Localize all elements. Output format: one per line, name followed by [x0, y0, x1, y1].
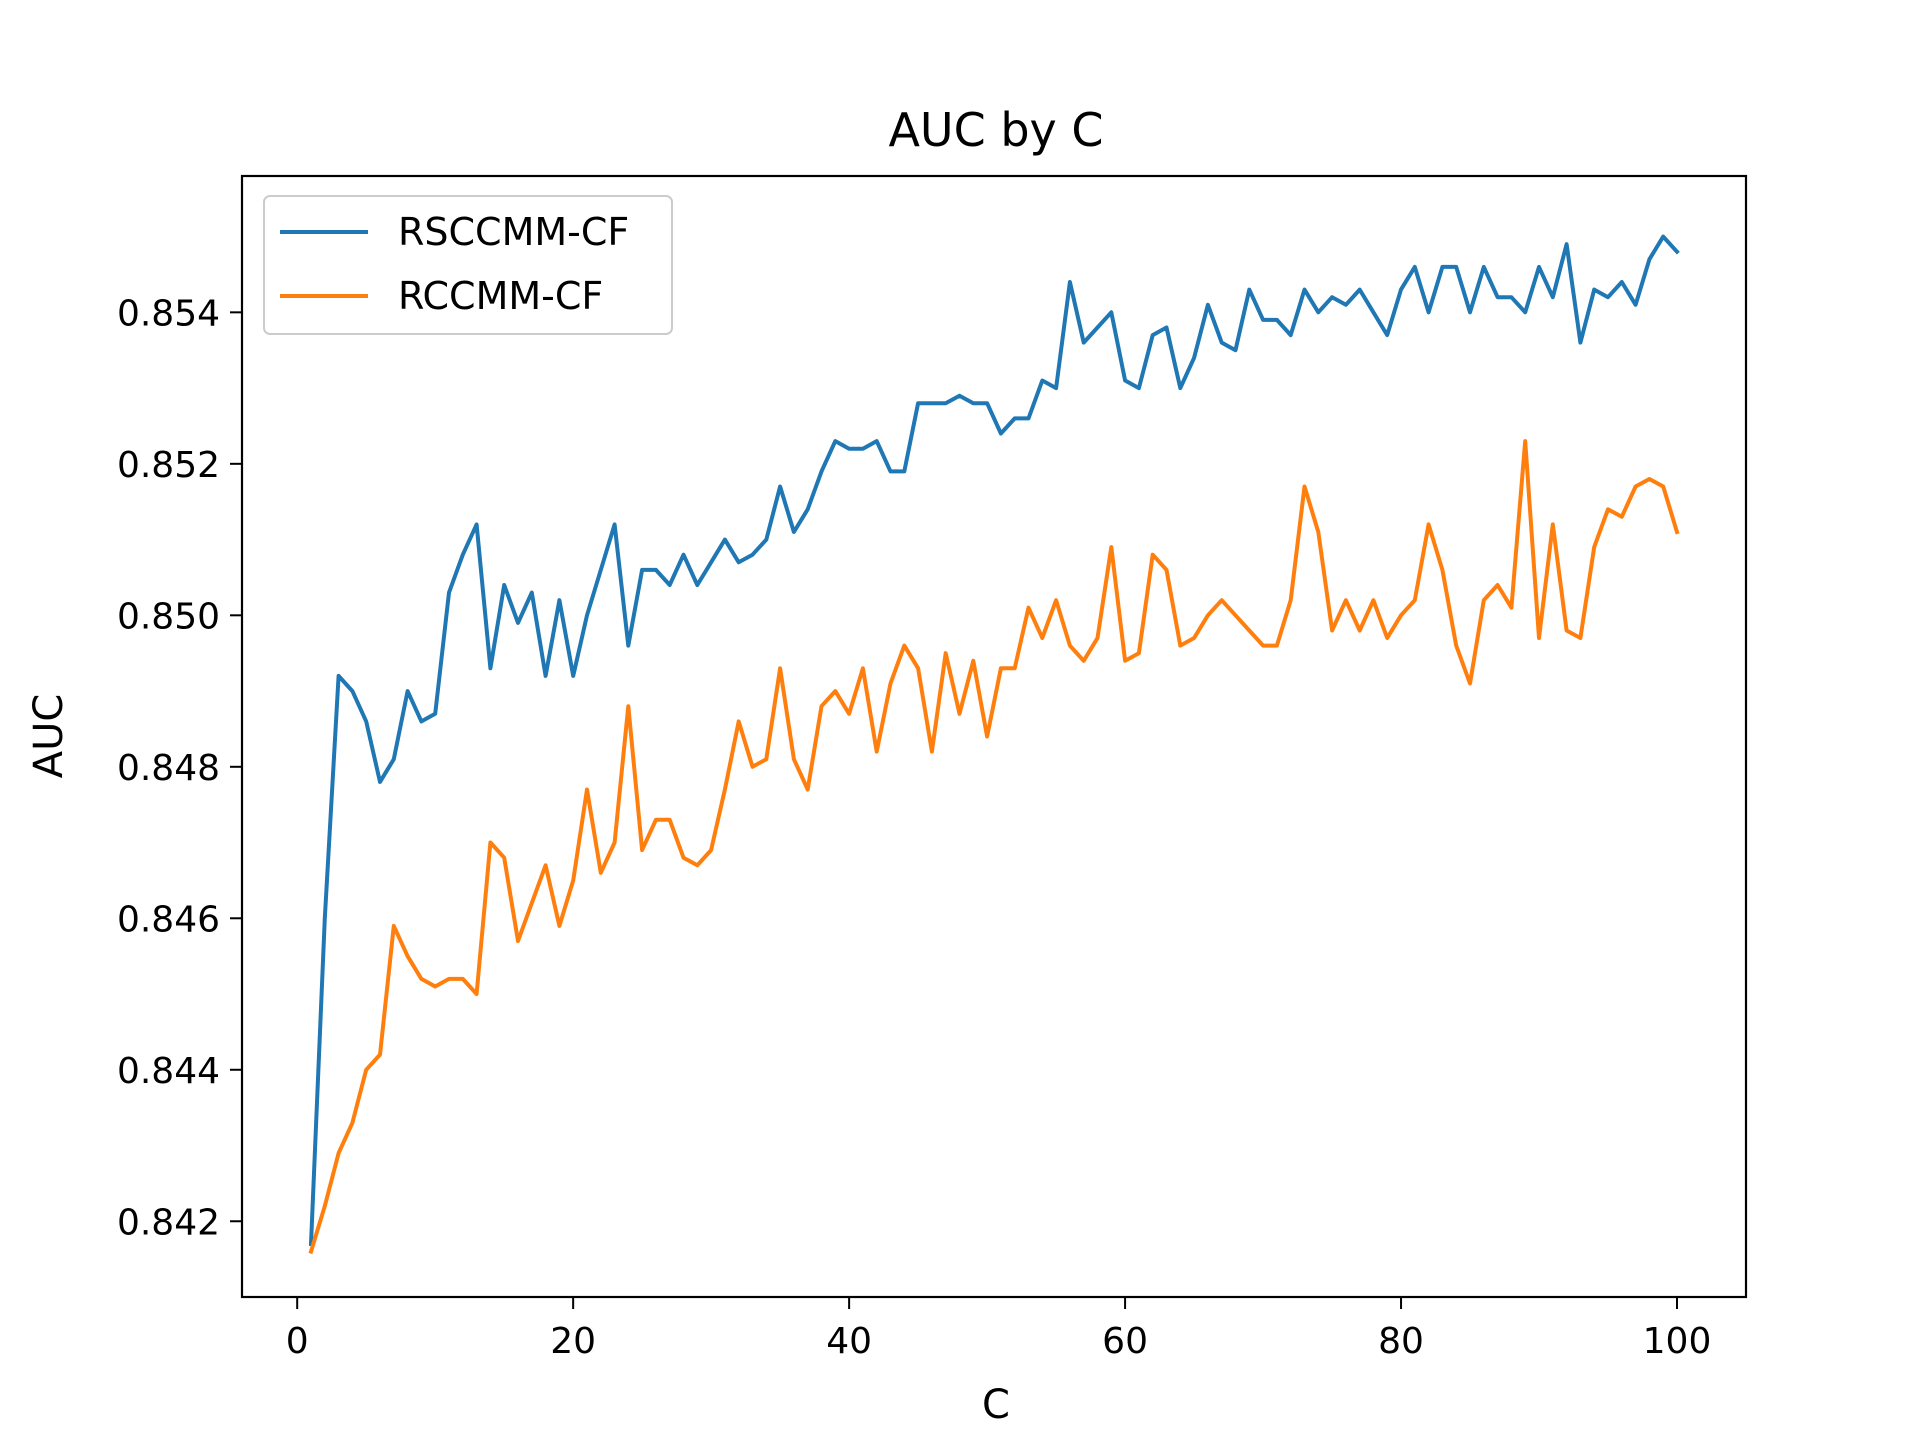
legend: RSCCMM-CF RCCMM-CF: [263, 195, 673, 335]
x-tick-label: 60: [1102, 1321, 1148, 1362]
y-tick-label: 0.854: [117, 293, 220, 334]
y-axis-label: AUC: [26, 694, 72, 779]
legend-label: RSCCMM-CF: [398, 210, 629, 254]
plot-frame: [240, 174, 1748, 1299]
x-tick-label: 80: [1378, 1321, 1424, 1362]
x-tick-label: 100: [1643, 1321, 1712, 1362]
y-tick-label: 0.852: [117, 445, 220, 486]
y-tick-label: 0.846: [117, 899, 220, 940]
series-line-rsccmm-cf: [308, 234, 1680, 1247]
x-tick-label: 0: [286, 1321, 309, 1362]
series-layer: [308, 234, 1680, 1255]
x-tick-label: 40: [826, 1321, 872, 1362]
legend-label: RCCMM-CF: [398, 274, 603, 318]
x-tick-label: 20: [550, 1321, 596, 1362]
x-axis-label: C: [982, 1382, 1010, 1428]
y-tick-label: 0.848: [117, 748, 220, 789]
y-axis: 0.842 0.844 0.846 0.848 0.850 0.852 0.854: [117, 293, 242, 1243]
y-tick-label: 0.842: [117, 1202, 220, 1243]
y-tick-label: 0.844: [117, 1051, 220, 1092]
x-axis: 0 20 40 60 80 100: [286, 1297, 1712, 1362]
y-tick-label: 0.850: [117, 596, 220, 637]
chart-title: AUC by C: [888, 103, 1103, 157]
series-line-rccmm-cf: [308, 439, 1680, 1255]
